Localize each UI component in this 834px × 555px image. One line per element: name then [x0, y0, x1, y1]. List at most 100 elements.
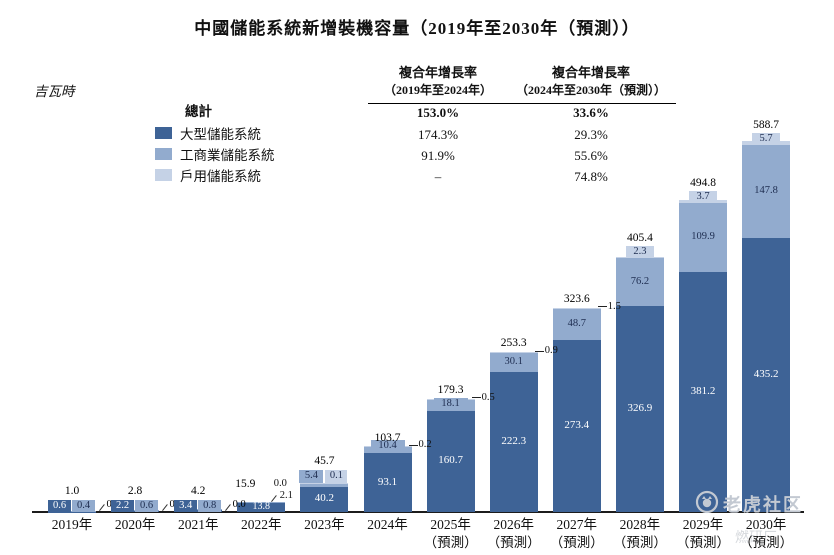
residential-value-label: 0.0: [273, 478, 287, 490]
tiger-logo-icon: [695, 490, 719, 514]
cagr-column-2024-2030: 複合年增長率 （2024年至2030年（預測）） 33.6% 29.3% 55.…: [506, 64, 676, 184]
ci-value-box: 10.4: [370, 440, 405, 454]
residential-value-box: 5.7: [752, 132, 781, 145]
year-text: 2021年: [177, 517, 219, 532]
x-axis-year-label: 2026年 （預測）: [469, 516, 559, 551]
x-axis-year-label: 2030年 （預測）: [721, 516, 811, 551]
cagr-column-2019-2024: 複合年增長率 （2019年至2024年） 153.0% 174.3% 91.9%…: [368, 64, 508, 184]
bar-segment-ci: [300, 483, 349, 487]
legend-swatch-residential: [155, 168, 172, 181]
large-value-label: 222.3: [501, 434, 527, 447]
y-axis-unit-label: 吉瓦時: [34, 84, 75, 99]
large-value-label: 435.2: [753, 367, 779, 380]
cagr-value-large: 29.3%: [574, 127, 608, 142]
large-value-label: 13.8: [252, 500, 271, 512]
bar-segment-residential: [489, 352, 538, 353]
year-text: 2027年: [556, 517, 598, 532]
x-axis-year-label: 2019年: [27, 516, 117, 534]
year-text: 2023年: [304, 517, 345, 532]
total-value-label: 323.6: [563, 293, 590, 306]
leader-line: [534, 350, 544, 352]
cagr-value-residential: –: [434, 169, 442, 184]
x-axis-year-label: 2028年 （預測）: [595, 516, 685, 551]
large-value-label: 93.1: [377, 475, 398, 488]
ci-value-box: 5.4: [299, 470, 324, 484]
bar-segment-large: [426, 410, 475, 512]
forecast-text: （預測）: [676, 534, 730, 550]
x-axis-year-label: 2027年 （預測）: [532, 516, 622, 551]
cagr-header: 複合年增長率 （2019年至2024年）: [368, 64, 508, 104]
large-value-label: 273.4: [564, 418, 590, 431]
bar-segment-large: [363, 453, 412, 512]
forecast-text: （預測）: [612, 534, 667, 550]
residential-value-box: 2.3: [625, 246, 654, 259]
ci-value-box: 147.8: [749, 184, 784, 198]
bar-segment-large: [237, 503, 286, 512]
bar-segment-large: [489, 371, 538, 512]
residential-value-label: 0.0: [232, 499, 246, 510]
total-value-label: 405.4: [626, 232, 653, 245]
total-value-label: 179.3: [437, 384, 464, 397]
residential-value-label: 0.9: [544, 344, 558, 356]
residential-value-leader: 0.5: [471, 391, 495, 404]
x-axis-year-label: 2020年: [90, 516, 180, 534]
legend-item-commercial-industrial: 工商業儲能系統: [155, 143, 275, 164]
ci-value-box: 109.9: [686, 230, 720, 244]
total-value-label: 2.8: [127, 485, 143, 497]
cagr-header: 複合年增長率 （2024年至2030年（預測））: [506, 64, 676, 104]
year-text: 2022年: [241, 517, 282, 532]
legend-swatch-commercial-industrial: [155, 147, 172, 160]
ci-value-box: 48.7: [559, 317, 594, 331]
ci-value-box: 0.6: [135, 500, 159, 512]
bar-segment-ci: [237, 502, 286, 504]
ci-value-label: 2.1: [279, 490, 293, 502]
forecast-text: （預測）: [739, 534, 794, 550]
forecast-text: （預測）: [423, 534, 478, 550]
residential-value-label: 0.5: [481, 391, 495, 403]
large-value-box: 3.4: [174, 500, 198, 512]
bar-segment-large: [679, 271, 727, 512]
cagr-value-total: 153.0%: [416, 105, 460, 120]
legend-item-large-scale: 大型儲能系統: [155, 122, 275, 143]
cagr-value-large: 174.3%: [417, 127, 459, 142]
residential-value-box: 0.1: [325, 470, 348, 484]
legend-label: 戶用儲能系統: [180, 168, 261, 184]
legend-label: 工商業儲能系統: [180, 147, 275, 163]
ci-value-box: 30.1: [496, 355, 531, 369]
forecast-text: （預測）: [486, 534, 541, 550]
leader-line: [408, 444, 418, 447]
residential-value-leader: 0.9: [534, 344, 558, 357]
bar-segment-large: [300, 486, 349, 512]
year-text: 2019年: [51, 517, 93, 532]
ci-value-box: 0.8: [198, 500, 222, 512]
leader-line: [597, 306, 607, 308]
residential-value-leader: 0.2: [408, 439, 432, 451]
year-text: 2028年: [619, 517, 661, 532]
total-value-label: 588.7: [753, 118, 780, 131]
legend-label: 大型儲能系統: [180, 126, 261, 142]
large-value-label: 381.2: [690, 384, 716, 397]
total-value-label: 103.7: [374, 431, 401, 444]
cagr-value-ci: 55.6%: [574, 148, 608, 163]
year-text: 2024年: [367, 517, 408, 532]
x-axis-year-label: 2021年: [153, 516, 243, 534]
ci-value-box: 0.4: [72, 500, 95, 512]
cagr-value-residential: 74.8%: [574, 169, 608, 184]
total-value-label: 1.0: [64, 485, 80, 497]
bar-segment-large: [552, 339, 601, 512]
cagr-value-total: 33.6%: [573, 105, 609, 120]
residential-value-leader: 1.5: [597, 301, 621, 313]
residential-value-label: 0.2: [418, 439, 432, 451]
legend-swatch-large-scale: [155, 126, 172, 139]
x-axis-year-label: 2029年 （預測）: [658, 516, 748, 551]
ci-value-box: 76.2: [622, 275, 657, 289]
total-value-label: 494.8: [690, 176, 716, 189]
ci-value-box: 18.1: [433, 397, 468, 411]
large-value-label: 160.7: [438, 454, 463, 467]
bar-segment-residential: [552, 308, 601, 310]
residential-value-box: 3.7: [689, 190, 717, 203]
legend: 總計 大型儲能系統 工商業儲能系統 戶用儲能系統: [155, 101, 275, 185]
total-value-label: 253.3: [500, 337, 527, 350]
